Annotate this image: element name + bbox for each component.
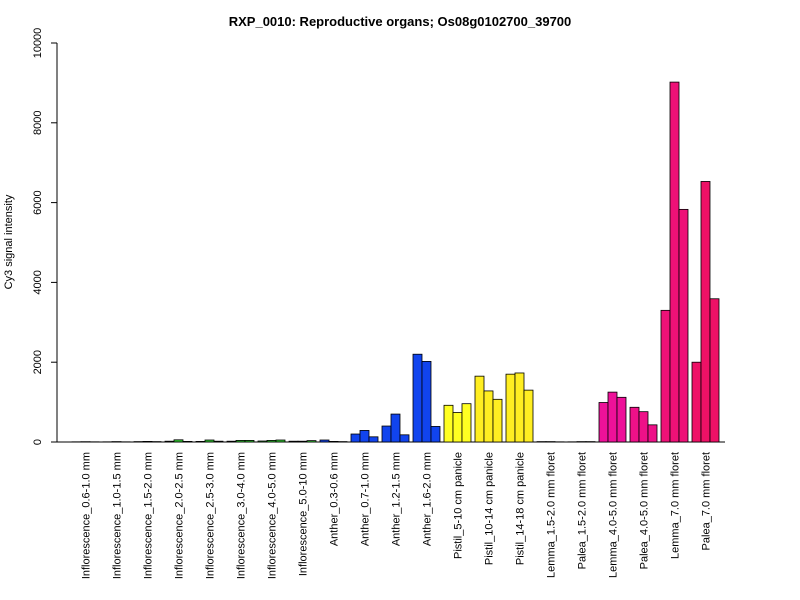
y-ticks: 0 2000 4000 6000 8000 10000 xyxy=(32,28,57,445)
x-tick-label: Inflorescence_1.5-2.0 mm xyxy=(143,452,155,579)
bar xyxy=(381,425,392,443)
x-tick-label: Palea_7.0 mm floret xyxy=(701,452,713,550)
bar xyxy=(244,440,255,443)
y-tick-label: 0 xyxy=(32,439,44,445)
x-tick-label: Inflorescence_1.0-1.5 mm xyxy=(112,452,124,579)
x-tick-label: Lemma_7.0 mm floret xyxy=(670,452,682,559)
bar xyxy=(505,373,516,443)
bar xyxy=(319,439,330,443)
bar xyxy=(678,208,689,443)
x-tick-label: Inflorescence_4.0-5.0 mm xyxy=(267,452,279,579)
bar xyxy=(443,404,454,443)
bar xyxy=(213,440,224,443)
y-tick-label: 8000 xyxy=(32,111,44,135)
bar xyxy=(204,439,215,443)
bar xyxy=(691,361,702,443)
y-tick-label: 4000 xyxy=(32,270,44,294)
x-tick-labels: Inflorescence_0.6-1.0 mm Inflorescence_1.… xyxy=(81,452,713,579)
y-tick-label: 2000 xyxy=(32,350,44,374)
bar xyxy=(492,398,503,443)
bar xyxy=(164,440,175,443)
bar xyxy=(297,440,308,443)
x-tick-label: Pistil_5-10 cm panicle xyxy=(453,452,465,559)
bar xyxy=(390,413,401,443)
bar xyxy=(182,441,193,443)
bar xyxy=(306,440,317,443)
x-tick-label: Anther_0.3-0.6 mm xyxy=(329,452,341,546)
x-tick-label: Anther_1.6-2.0 mm xyxy=(422,452,434,546)
y-tick-label: 6000 xyxy=(32,190,44,214)
bar xyxy=(142,441,153,443)
bar xyxy=(368,436,379,443)
bar xyxy=(266,440,277,443)
bar xyxy=(195,441,206,443)
y-tick-label: 10000 xyxy=(32,28,44,59)
x-tick-label: Inflorescence_2.5-3.0 mm xyxy=(205,452,217,579)
bar xyxy=(359,430,370,443)
bar xyxy=(669,81,680,443)
bar xyxy=(483,390,494,443)
bar xyxy=(226,440,237,443)
x-tick-label: Inflorescence_0.6-1.0 mm xyxy=(81,452,93,579)
bar xyxy=(257,440,268,443)
bar xyxy=(660,309,671,443)
x-tick-label: Pistil_10-14 cm panicle xyxy=(484,452,496,565)
bars xyxy=(71,81,720,443)
x-tick-label: Anther_1.2-1.5 mm xyxy=(391,452,403,546)
x-tick-label: Anther_0.7-1.0 mm xyxy=(360,452,372,546)
bar xyxy=(430,426,441,443)
x-tick-label: Palea_4.0-5.0 mm floret xyxy=(639,452,651,569)
y-axis-label: Cy3 signal intensity xyxy=(3,194,15,289)
x-tick-label: Palea_1.5-2.0 mm floret xyxy=(577,452,589,569)
bar xyxy=(288,440,299,443)
bar xyxy=(235,440,246,443)
bar xyxy=(616,396,627,443)
x-tick-label: Lemma_4.0-5.0 mm floret xyxy=(608,452,620,578)
bar xyxy=(452,412,463,443)
bar xyxy=(474,375,485,443)
bar xyxy=(461,403,472,443)
bar xyxy=(399,434,410,443)
bar xyxy=(523,389,534,443)
bar xyxy=(350,433,361,443)
bar xyxy=(275,439,286,443)
bar xyxy=(709,298,720,443)
bar xyxy=(328,441,339,443)
bar xyxy=(598,402,609,443)
chart-title: RXP_0010: Reproductive organs; Os08g0102… xyxy=(229,14,572,29)
bar xyxy=(638,411,649,443)
bar xyxy=(173,439,184,443)
bar xyxy=(700,181,711,443)
bar xyxy=(412,353,423,443)
x-tick-label: Inflorescence_5.0-10 mm xyxy=(298,452,310,576)
x-tick-label: Lemma_1.5-2.0 mm floret xyxy=(546,452,558,578)
bar xyxy=(514,372,525,443)
bar xyxy=(607,391,618,443)
bar xyxy=(629,406,640,443)
bar xyxy=(421,361,432,443)
x-tick-label: Inflorescence_3.0-4.0 mm xyxy=(236,452,248,579)
bar xyxy=(647,424,658,443)
x-tick-label: Inflorescence_2.0-2.5 mm xyxy=(174,452,186,579)
x-tick-label: Pistil_14-18 cm panicle xyxy=(515,452,527,565)
